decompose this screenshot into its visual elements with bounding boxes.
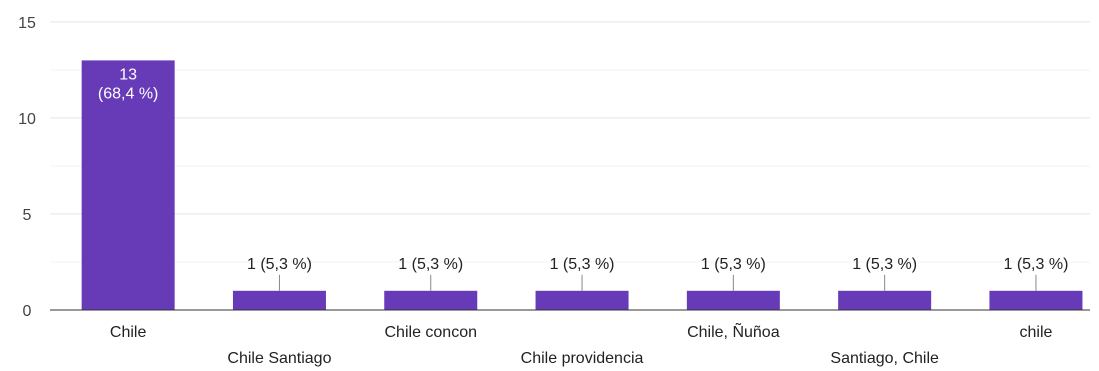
data-label: 13 (68,4 %) bbox=[98, 66, 158, 102]
bar bbox=[686, 290, 780, 310]
y-axis-ticks: 0 5 10 15 bbox=[18, 15, 36, 320]
x-category-label: Santiago, Chile bbox=[830, 350, 939, 367]
bar bbox=[989, 290, 1083, 310]
y-tick-label: 0 bbox=[23, 303, 32, 320]
bar bbox=[232, 290, 326, 310]
data-label: 1 (5,3 %) bbox=[852, 256, 917, 273]
x-category-label: Chile concon bbox=[385, 324, 478, 341]
bar bbox=[838, 290, 932, 310]
x-category-label: Chile providencia bbox=[521, 350, 644, 367]
x-category-label: Chile bbox=[110, 324, 147, 341]
data-label: 1 (5,3 %) bbox=[1003, 256, 1068, 273]
y-tick-label: 5 bbox=[23, 207, 32, 224]
x-category-label: chile bbox=[1019, 324, 1052, 341]
gridlines bbox=[50, 21, 1090, 263]
y-tick-label: 15 bbox=[18, 15, 36, 32]
data-label: 1 (5,3 %) bbox=[398, 256, 463, 273]
x-category-label: Chile Santiago bbox=[227, 350, 331, 367]
x-category-label: Chile, Ñuñoa bbox=[687, 321, 780, 341]
y-tick-label: 10 bbox=[18, 111, 36, 128]
bar bbox=[384, 290, 478, 310]
data-labels: 13 (68,4 %) 1 (5,3 %) 1 (5,3 %) 1 (5,3 %) 1 (… bbox=[98, 66, 1068, 272]
data-label: 1 (5,3 %) bbox=[247, 256, 312, 273]
label-connectors bbox=[278, 274, 1037, 291]
bar bbox=[81, 60, 175, 311]
bars bbox=[81, 60, 1083, 311]
data-label: 1 (5,3 %) bbox=[701, 256, 766, 273]
bar bbox=[535, 290, 629, 310]
x-axis-categories: Chile Chile Santiago Chile concon Chile pro… bbox=[110, 321, 1053, 367]
data-label: 1 (5,3 %) bbox=[550, 256, 615, 273]
